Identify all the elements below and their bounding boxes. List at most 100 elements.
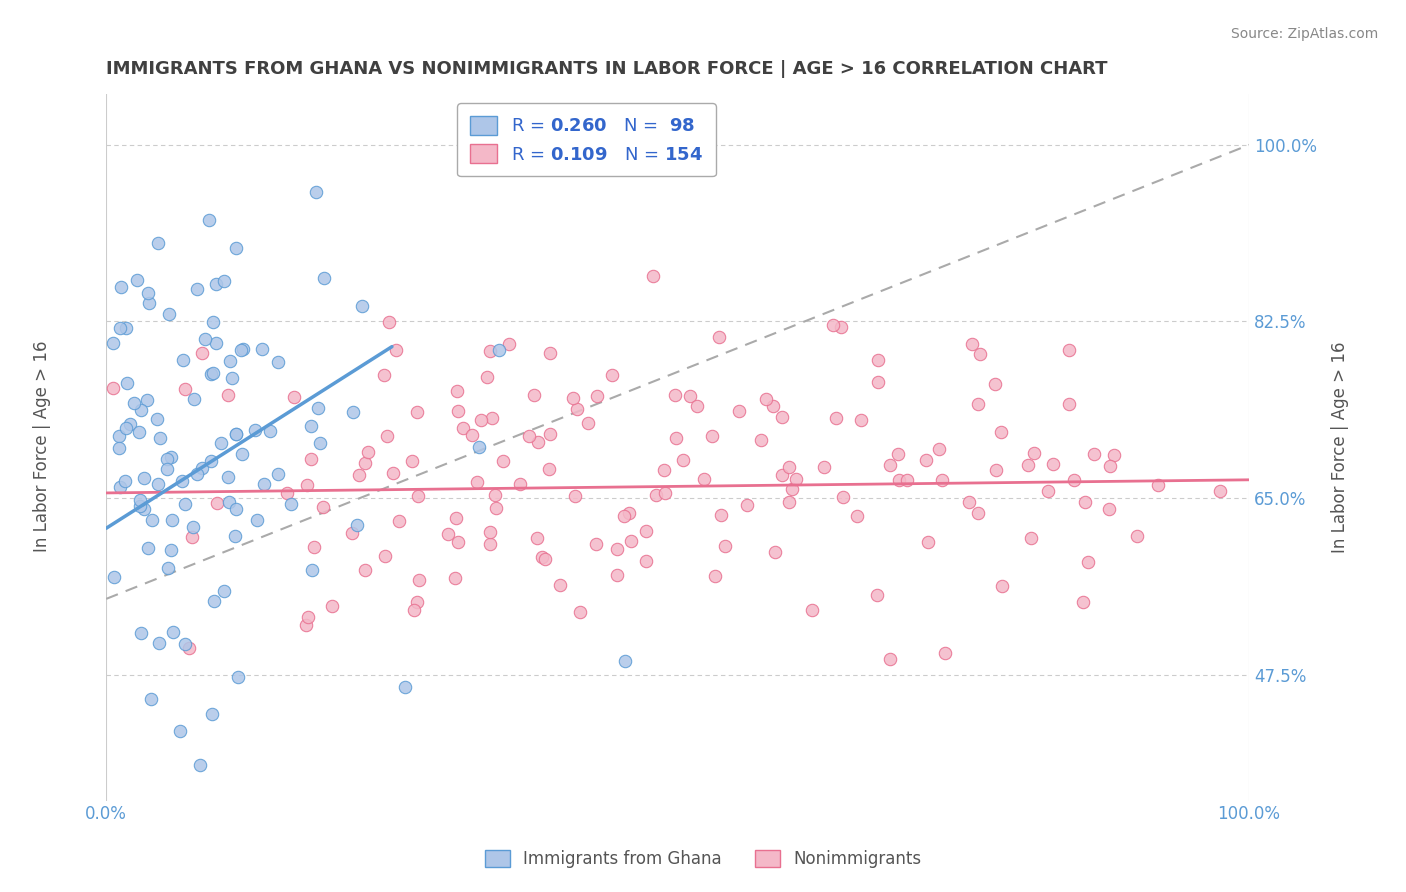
Point [928, 442, 950, 457]
Point [148, 636, 170, 650]
Point [1126, 529, 1149, 543]
Point [714, 540, 737, 554]
Point [385, 343, 408, 357]
Point [139, 692, 162, 706]
Point [749, 433, 772, 447]
Point [200, 707, 222, 722]
Point [468, 440, 491, 454]
Point [800, 603, 823, 617]
Point [957, 494, 980, 508]
Point [613, 654, 636, 668]
Point [613, 509, 636, 524]
Point [479, 524, 502, 539]
Point [259, 424, 281, 438]
Point [110, 280, 132, 294]
Point [200, 454, 222, 468]
Point [169, 723, 191, 738]
Point [188, 757, 211, 772]
Point [778, 495, 800, 509]
Legend: Immigrants from Ghana, Nonimmigrants: Immigrants from Ghana, Nonimmigrants [478, 843, 928, 875]
Point [186, 282, 208, 296]
Point [492, 453, 515, 467]
Point [470, 413, 492, 427]
Point [202, 315, 225, 329]
Point [181, 530, 204, 544]
Point [446, 511, 468, 525]
Point [606, 568, 628, 582]
Point [125, 273, 148, 287]
Point [218, 495, 240, 509]
Point [437, 526, 460, 541]
Point [225, 241, 247, 255]
Point [354, 563, 377, 577]
Point [586, 389, 609, 403]
Point [561, 392, 583, 406]
Point [1017, 458, 1039, 473]
Point [967, 507, 990, 521]
Point [686, 399, 709, 413]
Point [620, 533, 643, 548]
Point [174, 497, 197, 511]
Point [378, 316, 401, 330]
Point [276, 485, 298, 500]
Point [302, 540, 325, 554]
Point [129, 626, 152, 640]
Point [114, 474, 136, 488]
Point [402, 603, 425, 617]
Point [645, 488, 668, 502]
Point [1071, 595, 1094, 609]
Point [665, 431, 688, 445]
Point [209, 436, 232, 450]
Point [191, 346, 214, 360]
Point [312, 500, 335, 514]
Point [868, 375, 890, 389]
Point [664, 388, 686, 402]
Point [477, 370, 499, 384]
Point [162, 624, 184, 639]
Point [173, 637, 195, 651]
Point [813, 460, 835, 475]
Point [243, 423, 266, 437]
Point [969, 347, 991, 361]
Point [373, 368, 395, 383]
Point [548, 578, 571, 592]
Point [297, 610, 319, 624]
Point [250, 342, 273, 356]
Point [299, 451, 322, 466]
Point [103, 570, 125, 584]
Point [990, 579, 1012, 593]
Point [1038, 483, 1060, 498]
Point [267, 355, 290, 369]
Point [221, 371, 243, 385]
Point [485, 500, 508, 515]
Point [754, 392, 776, 406]
Point [866, 352, 889, 367]
Point [299, 419, 322, 434]
Point [1104, 448, 1126, 462]
Point [484, 488, 506, 502]
Point [394, 680, 416, 694]
Point [654, 486, 676, 500]
Point [108, 441, 131, 455]
Point [321, 599, 343, 614]
Point [1063, 473, 1085, 487]
Point [246, 513, 269, 527]
Point [231, 447, 253, 461]
Point [879, 652, 901, 666]
Point [406, 405, 429, 419]
Point [124, 396, 146, 410]
Point [156, 452, 179, 467]
Point [849, 413, 872, 427]
Point [634, 524, 657, 539]
Point [984, 463, 1007, 477]
Point [350, 299, 373, 313]
Point [703, 569, 725, 583]
Point [198, 212, 221, 227]
Point [101, 381, 124, 395]
Point [225, 502, 247, 516]
Point [1019, 531, 1042, 545]
Point [634, 554, 657, 568]
Point [679, 389, 702, 403]
Point [307, 401, 329, 415]
Point [186, 467, 208, 482]
